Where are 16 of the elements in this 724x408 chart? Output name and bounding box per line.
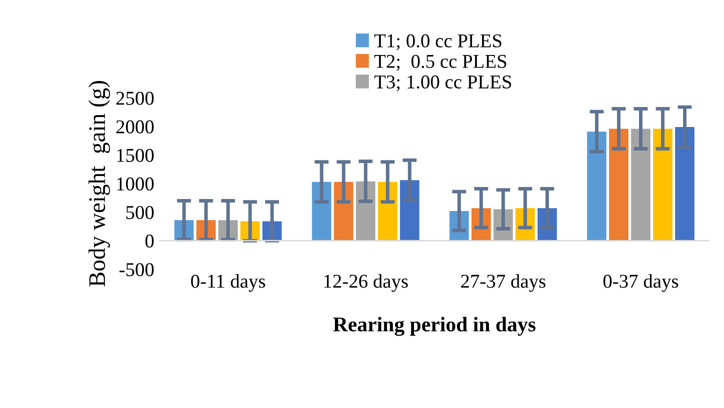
y-tick-label: 0 <box>145 234 154 248</box>
legend-label: T3; 1.00 cc PLES <box>374 75 512 92</box>
legend-label: T2; 0.5 cc PLES <box>374 54 506 71</box>
y-tick-label: 2500 <box>116 92 154 105</box>
x-axis-title: Rearing period in days <box>333 316 536 336</box>
y-tick-label: -500 <box>120 263 154 276</box>
x-tick-label: 27-37 days <box>461 274 546 292</box>
y-tick-label: 1000 <box>117 177 154 191</box>
y-tick-label: 1500 <box>117 148 154 162</box>
x-tick-label: 12-26 days <box>324 274 408 292</box>
y-axis-title: Body weight gain (g) <box>88 81 110 287</box>
y-tick-label: 2000 <box>116 120 154 134</box>
legend-label: T1; 0.0 cc PLES <box>374 34 502 50</box>
x-tick-label: 0-11 days <box>191 274 266 292</box>
x-tick-label: 0-37 days <box>603 274 678 292</box>
y-tick-label: 500 <box>126 206 154 220</box>
